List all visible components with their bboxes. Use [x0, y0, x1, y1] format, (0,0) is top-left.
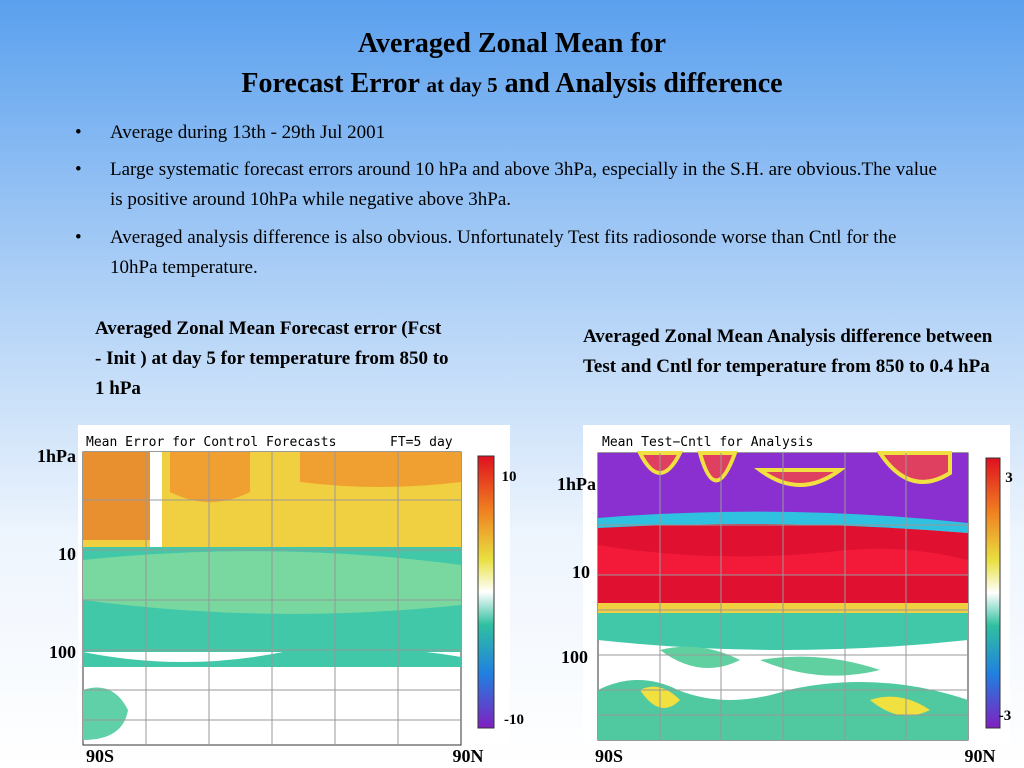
caption: Averaged Zonal Mean Forecast error (Fcst… [95, 318, 449, 399]
title-end: and Analysis difference [504, 68, 783, 99]
colorbar-label: -3 [999, 708, 1012, 724]
bullet: • Average during 13th - 29th Jul 2001 [75, 118, 945, 148]
colorbar-label: -10 [504, 712, 524, 728]
y-label: 100 [561, 647, 588, 667]
y-label: 1hPa [37, 446, 76, 466]
bullet-text: Averaged analysis difference is also obv… [110, 227, 897, 278]
bullet-text: Average during 13th - 29th Jul 2001 [110, 122, 386, 143]
title-line2: Forecast Error at day 5 and Analysis dif… [0, 68, 1024, 100]
x-label: 90S [86, 746, 114, 766]
plot-title: Mean Error for Control Forecasts [86, 435, 336, 450]
plot-subtitle: FT=5 day [390, 435, 453, 450]
title-small: at day 5 [426, 73, 498, 97]
bullet: • Large systematic forecast errors around… [75, 155, 945, 215]
left-plot: Mean Error for Control Forecasts FT=5 da… [78, 425, 510, 746]
plot-title: Mean Test−Cntl for Analysis [602, 435, 813, 450]
y-label: 10 [58, 544, 76, 564]
y-label: 10 [572, 562, 590, 582]
right-plot: Mean Test−Cntl for Analysis [583, 425, 1010, 745]
bullet-text: Large systematic forecast errors around … [110, 159, 937, 210]
title-main: Forecast Error [241, 68, 420, 99]
title-line1: Averaged Zonal Mean for [357, 28, 667, 59]
colorbar-label: 10 [502, 469, 517, 485]
x-label: 90N [453, 746, 484, 766]
x-label: 90N [965, 746, 996, 766]
x-label: 90S [595, 746, 623, 766]
colorbar-label: 3 [1005, 470, 1013, 486]
caption: Averaged Zonal Mean Analysis difference … [583, 326, 993, 377]
bullet: • Averaged analysis difference is also ob… [75, 223, 945, 283]
y-label: 100 [49, 642, 76, 662]
y-label: 1hPa [557, 474, 596, 494]
